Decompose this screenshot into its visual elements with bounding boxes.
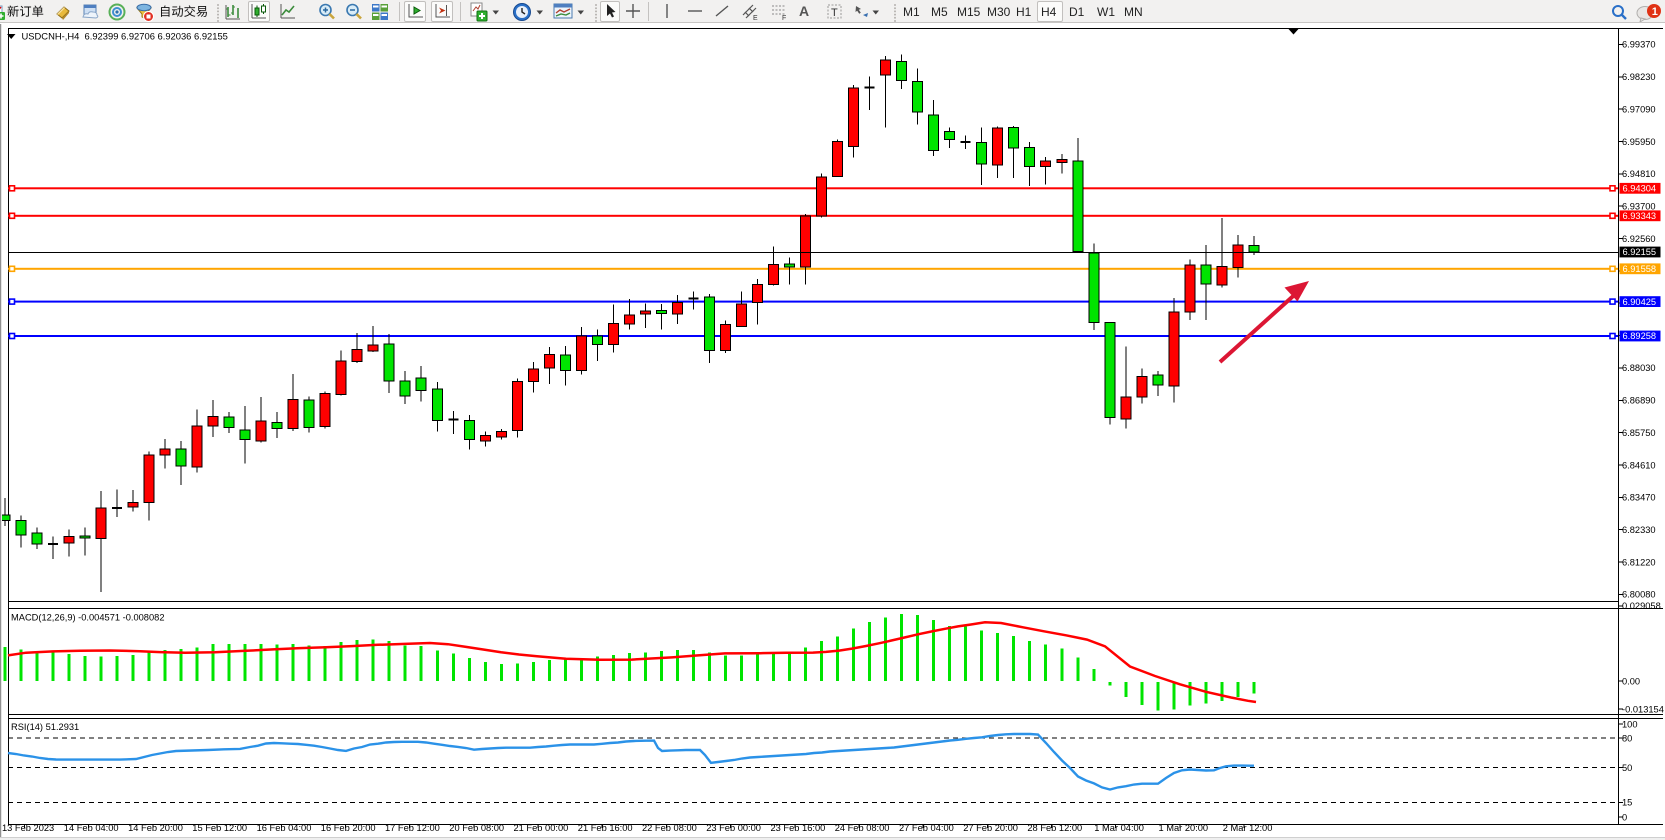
svg-text:24 Feb 08:00: 24 Feb 08:00 — [835, 823, 890, 833]
svg-text:6.94810: 6.94810 — [1622, 169, 1656, 179]
svg-text:6.88030: 6.88030 — [1622, 363, 1656, 373]
svg-text:6.82330: 6.82330 — [1622, 525, 1656, 535]
svg-text:1 Mar 20:00: 1 Mar 20:00 — [1158, 823, 1208, 833]
svg-text:6.94304: 6.94304 — [1623, 184, 1657, 194]
svg-text:23 Feb 16:00: 23 Feb 16:00 — [771, 823, 826, 833]
svg-text:6.99370: 6.99370 — [1622, 40, 1656, 50]
svg-text:21 Feb 00:00: 21 Feb 00:00 — [514, 823, 569, 833]
svg-text:80: 80 — [1622, 733, 1632, 743]
svg-text:27 Feb 04:00: 27 Feb 04:00 — [899, 823, 954, 833]
svg-text:13 Feb 2023: 13 Feb 2023 — [2, 823, 54, 833]
svg-text:1 Mar 04:00: 1 Mar 04:00 — [1094, 823, 1144, 833]
svg-text:21 Feb 16:00: 21 Feb 16:00 — [578, 823, 633, 833]
svg-text:6.93700: 6.93700 — [1622, 202, 1656, 212]
svg-text:MACD(12,26,9) -0.004571 -0.008: MACD(12,26,9) -0.004571 -0.008082 — [11, 612, 165, 622]
svg-text:0.029058: 0.029058 — [1622, 601, 1661, 611]
svg-text:17 Feb 12:00: 17 Feb 12:00 — [385, 823, 440, 833]
svg-text:6.91558: 6.91558 — [1623, 264, 1657, 274]
svg-text:6.93343: 6.93343 — [1623, 211, 1657, 221]
svg-text:1: 1 — [1652, 6, 1658, 18]
svg-text:6.85750: 6.85750 — [1622, 428, 1656, 438]
svg-text:T: T — [831, 7, 838, 19]
svg-text:6.80080: 6.80080 — [1622, 590, 1656, 600]
svg-text:6.81220: 6.81220 — [1622, 557, 1656, 567]
svg-text:16 Feb 20:00: 16 Feb 20:00 — [321, 823, 376, 833]
svg-text:14 Feb 04:00: 14 Feb 04:00 — [64, 823, 119, 833]
svg-text:6.89258: 6.89258 — [1623, 331, 1657, 341]
svg-text:23 Feb 00:00: 23 Feb 00:00 — [706, 823, 761, 833]
svg-text:6.83470: 6.83470 — [1622, 493, 1656, 503]
svg-text:F: F — [782, 15, 786, 21]
svg-text:27 Feb 20:00: 27 Feb 20:00 — [963, 823, 1018, 833]
svg-text:14 Feb 20:00: 14 Feb 20:00 — [128, 823, 183, 833]
svg-text:6.86890: 6.86890 — [1622, 396, 1656, 406]
svg-text:6.95950: 6.95950 — [1622, 137, 1656, 147]
svg-text:20 Feb 08:00: 20 Feb 08:00 — [449, 823, 504, 833]
svg-text:E: E — [753, 15, 758, 21]
svg-text:6.92560: 6.92560 — [1622, 234, 1656, 244]
svg-text:100: 100 — [1622, 719, 1638, 729]
svg-text:15: 15 — [1622, 798, 1632, 808]
svg-text:RSI(14) 51.2931: RSI(14) 51.2931 — [11, 722, 79, 732]
svg-text:2 Mar 12:00: 2 Mar 12:00 — [1223, 823, 1273, 833]
svg-text:16 Feb 04:00: 16 Feb 04:00 — [257, 823, 312, 833]
svg-text:50: 50 — [1622, 763, 1632, 773]
svg-text:6.90425: 6.90425 — [1623, 297, 1657, 307]
svg-text:USDCNH-,H4 6.92399 6.92706 6.: USDCNH-,H4 6.92399 6.92706 6.92036 6.921… — [22, 30, 228, 41]
svg-text:6.84610: 6.84610 — [1622, 460, 1656, 470]
svg-text:15 Feb 12:00: 15 Feb 12:00 — [192, 823, 247, 833]
svg-text:6.97090: 6.97090 — [1622, 104, 1656, 114]
svg-text:28 Feb 12:00: 28 Feb 12:00 — [1027, 823, 1082, 833]
svg-text:6.98230: 6.98230 — [1622, 72, 1656, 82]
svg-text:6.92155: 6.92155 — [1623, 247, 1657, 257]
svg-text:-0.013154: -0.013154 — [1622, 704, 1664, 714]
svg-text:22 Feb 08:00: 22 Feb 08:00 — [642, 823, 697, 833]
svg-text:0: 0 — [1622, 812, 1627, 822]
svg-text:0.00: 0.00 — [1622, 676, 1640, 686]
